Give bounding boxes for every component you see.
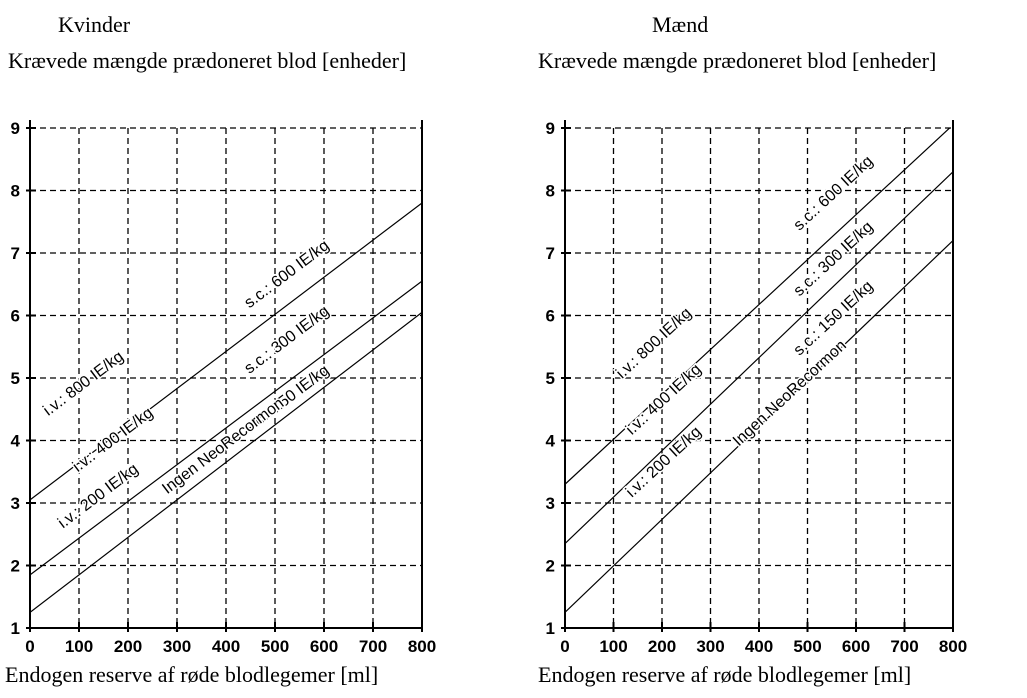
y-tick-label: 9 bbox=[11, 119, 20, 138]
x-axis-label: Endogen reserve af røde blodlegemer [ml] bbox=[538, 662, 912, 687]
chart-plot: 1 2 3 4 5 6 7 8 9 0 100 200 300 400 500 600 700 800 i.v.: … bbox=[11, 119, 437, 656]
series-annotation: s.c.: 600 IE/kg bbox=[241, 237, 332, 312]
x-tick-label: 800 bbox=[939, 637, 967, 656]
x-tick-label: 600 bbox=[310, 637, 338, 656]
series-line bbox=[30, 280, 422, 576]
chart-panel-maend: Mænd Krævede mængde prædoneret blod [enh… bbox=[513, 0, 1027, 698]
x-tick-label: 400 bbox=[745, 637, 773, 656]
y-tick-label: 7 bbox=[11, 244, 20, 263]
y-tick-label: 6 bbox=[11, 307, 20, 326]
series-group bbox=[30, 202, 422, 613]
x-tick-label: 400 bbox=[212, 637, 240, 656]
y-tick-label: 3 bbox=[11, 494, 20, 513]
x-tick-label: 800 bbox=[408, 637, 436, 656]
x-tick-label: 0 bbox=[560, 637, 569, 656]
x-tick-label: 500 bbox=[261, 637, 289, 656]
series-group bbox=[565, 128, 953, 613]
x-tick-label: 700 bbox=[890, 637, 918, 656]
y-tick-label: 3 bbox=[546, 494, 555, 513]
y-tick-label: 5 bbox=[11, 369, 20, 388]
series-line bbox=[30, 311, 422, 613]
y-tick-label: 6 bbox=[546, 307, 555, 326]
chart-panel-kvinder: Kvinder Krævede mængde prædoneret blod [… bbox=[0, 0, 513, 698]
y-tick-label: 1 bbox=[546, 619, 555, 638]
series-line bbox=[565, 171, 953, 545]
y-tick-label: 1 bbox=[11, 619, 20, 638]
chart-title: Kvinder bbox=[58, 12, 131, 37]
x-tick-label: 100 bbox=[65, 637, 93, 656]
x-tick-label: 300 bbox=[696, 637, 724, 656]
series-line bbox=[565, 128, 951, 485]
y-tick-label: 2 bbox=[546, 557, 555, 576]
x-tick-label: 500 bbox=[793, 637, 821, 656]
series-annotation: Ingen NeoRecormon bbox=[730, 337, 850, 450]
x-tick-label: 200 bbox=[648, 637, 676, 656]
y-axis-label: Krævede mængde prædoneret blod [enheder] bbox=[538, 48, 937, 73]
x-tick-label: 300 bbox=[163, 637, 191, 656]
series-line bbox=[30, 202, 422, 501]
series-annotation: Ingen NeoRecormon bbox=[159, 395, 287, 498]
series-annotation: i.v.: 800 IE/kg bbox=[40, 348, 127, 419]
y-tick-label: 7 bbox=[546, 244, 555, 263]
series-line bbox=[565, 240, 953, 613]
x-axis-label: Endogen reserve af røde blodlegemer [ml] bbox=[5, 662, 379, 687]
y-tick-label: 8 bbox=[546, 182, 555, 201]
y-tick-label: 2 bbox=[11, 557, 20, 576]
chart-title: Mænd bbox=[652, 12, 709, 37]
x-tick-label: 700 bbox=[359, 637, 387, 656]
y-tick-label: 5 bbox=[546, 369, 555, 388]
x-tick-label: 200 bbox=[114, 637, 142, 656]
y-tick-label: 9 bbox=[546, 119, 555, 138]
x-tick-label: 100 bbox=[599, 637, 627, 656]
x-tick-label: 0 bbox=[25, 637, 34, 656]
x-tick-label: 600 bbox=[842, 637, 870, 656]
y-tick-label: 4 bbox=[546, 432, 556, 451]
y-tick-label: 4 bbox=[11, 432, 21, 451]
y-axis-label: Krævede mængde prædoneret blod [enheder] bbox=[8, 48, 407, 73]
y-tick-label: 8 bbox=[11, 182, 20, 201]
